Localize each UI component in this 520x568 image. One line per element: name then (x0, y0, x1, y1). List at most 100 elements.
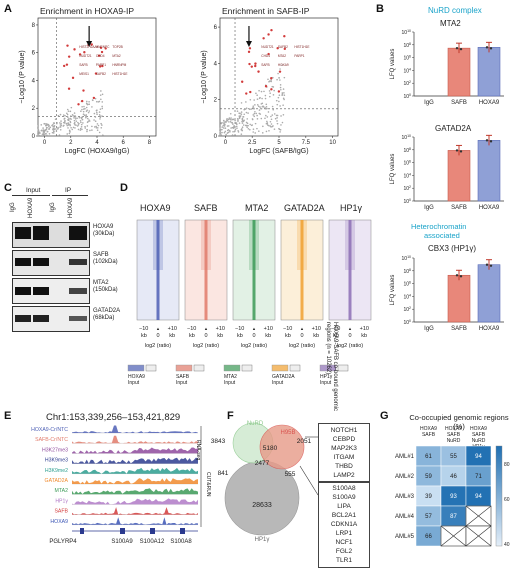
plot-a1-title: Enrichment in HOXA9-IP (40, 6, 135, 16)
lane-label-3: IgG (50, 202, 56, 212)
volcano-a1-point (49, 126, 52, 129)
volcano-a1-hit-point (80, 99, 84, 103)
heatmap-col-mta2: MTA2 (245, 203, 269, 213)
volcano-a1-hit-point (67, 87, 71, 90)
heatmap-col-hoxa9: HOXA9 (140, 203, 171, 213)
volcano-a2-hit-point (254, 64, 257, 68)
gene-exon (120, 528, 125, 534)
volcano-a1-point (101, 107, 104, 110)
lfq-bar-chart-3-ytick-label: 106 (403, 281, 411, 288)
volcano-a1-point (53, 124, 56, 127)
heatmap-g-row-label: AML#3 (395, 494, 415, 500)
lfq-bar-chart-2-category-label: HOXA9 (479, 205, 500, 211)
volcano-a1-point (68, 119, 70, 121)
lfq-bar-chart-1-point (485, 46, 489, 49)
heatmap-tick-right: +10 (360, 326, 369, 332)
volcano-a1-point (101, 101, 104, 103)
volcano-a1-point (99, 115, 102, 117)
volcano-a2-point (258, 97, 261, 100)
volcano-a2-point (279, 105, 281, 107)
volcano-a2-hit-point (278, 70, 282, 73)
volcano-a2-point (266, 107, 268, 110)
volcano-a2-point (223, 131, 226, 134)
volcano-a2-hit-point (254, 62, 257, 65)
volcano-a2-point (219, 130, 221, 133)
volcano-a2-point (240, 111, 243, 113)
genome-track-signal (72, 457, 198, 464)
volcano-a2-point (280, 88, 282, 91)
volcano-a1-point (95, 125, 97, 128)
volcano-a1-hit-point (77, 103, 80, 106)
blot-kda: (102kDa) (93, 258, 118, 265)
volcano-a1-xtick-label: 0 (43, 140, 47, 146)
volcano-a2-point (256, 114, 258, 117)
volcano-a1-hit-point (66, 44, 69, 47)
volcano-a2-point (241, 117, 244, 120)
lfq-bar-chart-3-ytick-label: 108 (403, 268, 411, 275)
volcano-a2-point (230, 127, 232, 129)
lfq-bar-chart-2-point (489, 140, 493, 143)
volcano-a2-point (270, 115, 272, 118)
volcano-a2-point (223, 125, 226, 127)
volcano-a2-hit-point (245, 92, 248, 95)
volcano-a1-xtick-label: 2 (69, 140, 73, 146)
volcano-a1-ytick-label: 2 (32, 106, 36, 112)
volcano-a1-point (93, 126, 96, 128)
volcano-a2-point (247, 124, 249, 127)
gene-exon (180, 528, 185, 534)
heatmap-legend-swatch (271, 364, 289, 372)
lfq-bar-chart-3-ytick-label: 102 (403, 306, 411, 313)
volcano-a2-point (267, 111, 270, 113)
lfq-bar-chart-3-ytick-label: 104 (403, 293, 411, 300)
gene-item: MAP2K3 (331, 445, 357, 452)
gene-exon (150, 528, 155, 534)
volcano-a2-hit-label: HIST1H1E (294, 45, 309, 49)
blot-band (15, 315, 31, 322)
lane-label-4: HOXA9 (68, 197, 74, 218)
volcano-a1-point (95, 126, 98, 129)
volcano-a2-point (276, 117, 278, 119)
plot-b3-title: CBX3 (HP1γ) (428, 244, 477, 253)
volcano-a1-point (92, 99, 94, 102)
volcano-a2-point (261, 132, 264, 134)
volcano-a1-point (79, 119, 82, 122)
blot-band (69, 226, 87, 240)
heatmap-tick-right: +10 (264, 326, 273, 332)
volcano-a2-point (256, 127, 258, 130)
volcano-a1-point (91, 129, 93, 131)
volcano-a1-hit-label: TOP2B (112, 45, 122, 49)
volcano-a2-point (279, 86, 282, 89)
volcano-a2-point (241, 120, 243, 123)
volcano-a2-point (262, 125, 264, 128)
volcano-a1-point (84, 125, 86, 128)
volcano-a1-point (58, 134, 61, 136)
heatmap-col-safb: SAFB (194, 203, 218, 213)
heatmap-legend-label: MTA2 (224, 374, 237, 380)
volcano-a1-frame (37, 17, 157, 137)
volcano-a2-point (242, 116, 245, 118)
volcano-a1-point (55, 130, 58, 132)
heatmap-legend-swatch (127, 364, 145, 372)
panel-letter-a: A (4, 3, 12, 15)
volcano-a2-hit-point (257, 70, 260, 73)
lfq-bar-chart-2-ytick-label: 106 (403, 160, 411, 167)
plot-b2-title: GATAD2A (435, 124, 472, 133)
gene-item: LIPA (337, 503, 351, 510)
heatmap-tick-center: 0 (252, 333, 255, 339)
volcano-a2-point (219, 134, 221, 136)
volcano-a1-point (48, 124, 50, 127)
volcano-a2-hit-point (264, 85, 268, 88)
volcano-a2-point (221, 131, 223, 134)
volcano-a2-hit-point (270, 77, 273, 80)
volcano-a1-point (81, 118, 84, 121)
volcano-a2-point (232, 130, 234, 133)
volcano-a2-point (272, 108, 275, 111)
volcano-a1-point (74, 123, 76, 126)
volcano-a1-point (75, 120, 78, 122)
volcano-a2-point (249, 128, 251, 131)
volcano-a2-hit-point (283, 35, 286, 38)
genome-track-signal (72, 498, 198, 505)
volcano-a1-point (83, 108, 85, 110)
volcano-a2-point (269, 120, 272, 123)
volcano-a2-point (234, 125, 236, 128)
